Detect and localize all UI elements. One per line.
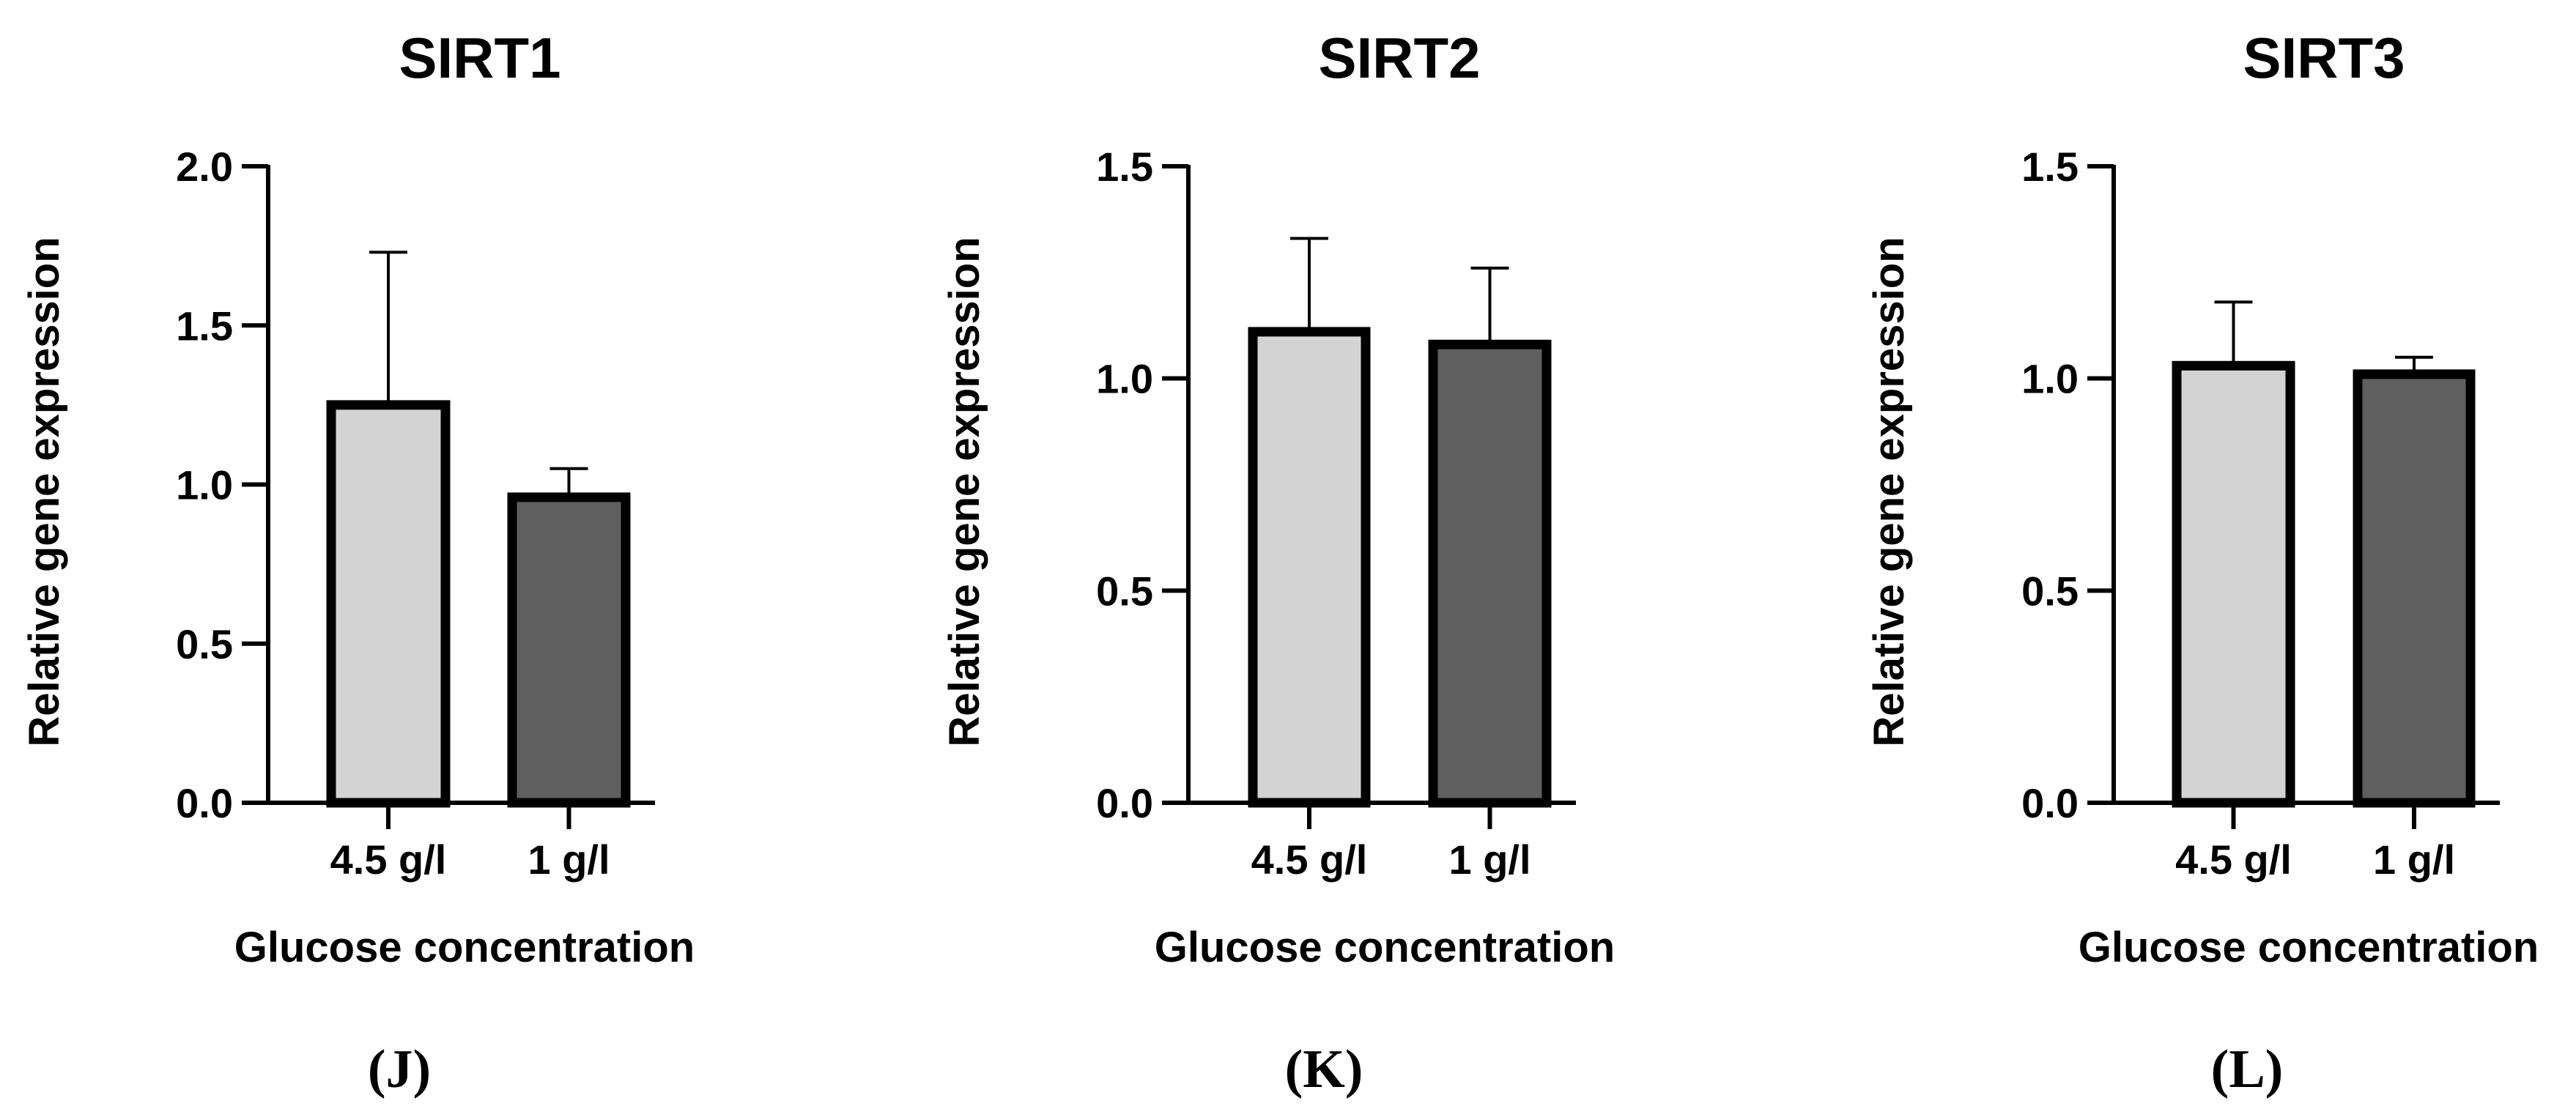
y-tick-label: 1.5 (176, 303, 233, 349)
bar-1 (1248, 327, 1371, 808)
panel-label: (K) (1285, 1039, 1363, 1099)
chart-panel-3: SIRT3 0.0 0.5 1.0 1.5 4.5 g/l 1 g/l Glucose con… (1865, 26, 2539, 1099)
y-tick-label: 0.0 (176, 780, 233, 826)
panel-label: (J) (368, 1039, 431, 1099)
y-tick-label: 0.0 (2021, 780, 2079, 826)
bar-2 (1428, 339, 1552, 808)
y-tick-label: 1.0 (1096, 356, 1153, 402)
y-tick-label: 0.5 (176, 621, 233, 667)
chart-title: SIRT1 (399, 26, 560, 90)
chart-panel-1: SIRT1 0.0 0.5 1.0 1.5 2.0 4.5 g/l 1 g/l Glucose … (21, 26, 695, 1099)
x-tick-label: 1 g/l (2373, 836, 2455, 883)
x-tick-label: 4.5 g/l (2175, 836, 2292, 883)
x-tick-label: 1 g/l (1448, 836, 1531, 883)
x-tick-label: 4.5 g/l (330, 836, 447, 883)
bar-1 (2172, 360, 2295, 808)
bar-2 (2353, 369, 2476, 808)
y-tick-label: 1.0 (2021, 356, 2079, 402)
panel-label: (L) (2211, 1039, 2284, 1099)
x-tick-label: 4.5 g/l (1251, 836, 1368, 883)
x-tick-label: 1 g/l (528, 836, 610, 883)
chart-title: SIRT2 (1318, 26, 1480, 90)
chart-title: SIRT3 (2243, 26, 2405, 90)
y-axis-title: Relative gene expression (941, 237, 988, 746)
chart-panel-2: SIRT2 0.0 0.5 1.0 1.5 4.5 g/l 1 g/l Glucose con… (941, 26, 1615, 1099)
x-axis-title: Glucose concentration (2079, 924, 2539, 971)
y-tick-label: 0.5 (2021, 568, 2079, 614)
bar-2 (507, 492, 631, 808)
y-axis-title: Relative gene expression (21, 237, 68, 746)
y-tick-label: 1.5 (1096, 144, 1153, 190)
y-tick-label: 0.0 (1096, 780, 1153, 826)
bar-1 (326, 400, 451, 808)
y-tick-label: 1.0 (176, 462, 233, 508)
y-tick-label: 2.0 (176, 144, 233, 190)
y-tick-label: 0.5 (1096, 568, 1153, 614)
x-axis-title: Glucose concentration (234, 924, 695, 971)
x-axis-title: Glucose concentration (1155, 924, 1615, 971)
y-tick-label: 1.5 (2021, 144, 2079, 190)
y-axis-title: Relative gene expression (1865, 237, 1913, 746)
